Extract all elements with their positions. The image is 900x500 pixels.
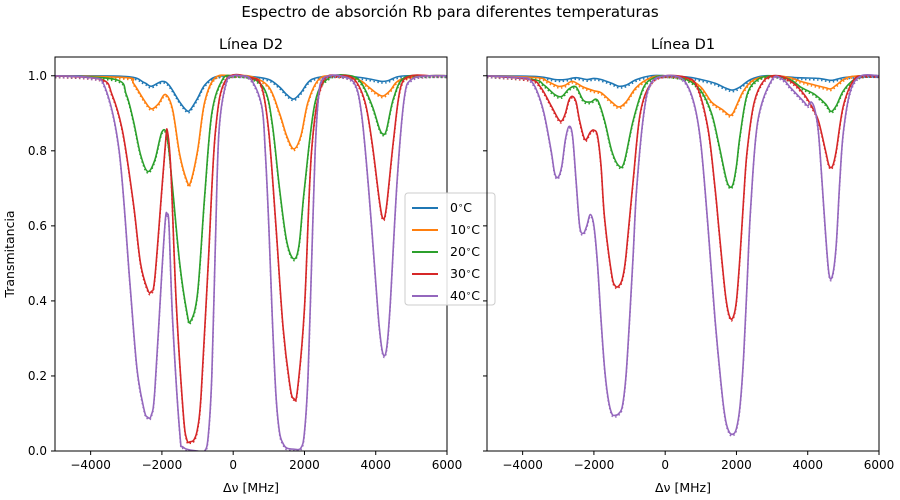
series-measured-20: [487, 76, 879, 190]
x-tick-label: −4000: [70, 458, 111, 472]
y-tick-label: 0.0: [28, 444, 47, 458]
legend-label-0: 0∘C: [450, 200, 472, 215]
panel-title: Línea D2: [219, 37, 283, 53]
x-tick-label: 0: [661, 458, 669, 472]
series-group: [487, 73, 879, 437]
x-tick-label: 6000: [432, 458, 463, 472]
panel-title: Línea D1: [651, 37, 715, 53]
y-tick-label: 1.0: [28, 69, 47, 83]
x-tick-label: −4000: [502, 458, 543, 472]
legend-label-20: 20∘C: [450, 244, 480, 259]
series-measured-30: [55, 75, 447, 445]
panel-1: Línea D2 −4000 −2000 0 2000 4000 6000 0.0 0.2 0.4…: [2, 37, 496, 495]
x-tick-label: 2000: [289, 458, 320, 472]
series-line-30: [55, 73, 447, 444]
series-measured-10: [487, 76, 879, 118]
series-line-10: [55, 74, 447, 187]
x-tick-label: −2000: [574, 458, 615, 472]
series-measured-0: [487, 76, 879, 93]
x-tick-label: 0: [229, 458, 237, 472]
legend-label-40: 40∘C: [450, 288, 480, 303]
series-measured-30: [487, 76, 879, 322]
y-tick-label: 0.2: [28, 369, 47, 383]
series-line-40: [487, 73, 879, 436]
x-tick-label: 2000: [721, 458, 752, 472]
legend-box: [404, 192, 496, 306]
y-tick-label: 0.8: [28, 144, 47, 158]
series-group: [55, 73, 447, 451]
legend-label-10: 10∘C: [450, 222, 480, 237]
x-tick-label: 4000: [792, 458, 823, 472]
y-tick-label: 0.6: [28, 219, 47, 233]
x-tick-label: 4000: [360, 458, 391, 472]
series-line-10: [487, 74, 879, 117]
series-measured-40: [55, 75, 447, 451]
y-axis-label: Transmitancia: [2, 210, 17, 298]
x-tick-label: 6000: [864, 458, 895, 472]
x-axis-label: Δν [MHz]: [223, 480, 279, 495]
x-axis-label: Δν [MHz]: [655, 480, 711, 495]
series-line-40: [55, 74, 447, 451]
legend: 0∘C 10∘C 20∘C 30∘C 40∘C: [404, 192, 496, 306]
figure-title: Espectro de absorción Rb para diferentes…: [241, 3, 658, 21]
y-tick-label: 0.4: [28, 294, 47, 308]
series-line-20: [487, 74, 879, 189]
series-line-0: [487, 74, 879, 91]
axes-frame: [486, 56, 880, 452]
series-line-0: [55, 74, 447, 113]
series-measured-0: [55, 76, 447, 114]
panel-2: Línea D1 −4000 −2000 0 2000 4000 6000 Δν [MHz]: [483, 37, 894, 495]
legend-label-30: 30∘C: [450, 266, 480, 281]
x-tick-label: −2000: [142, 458, 183, 472]
series-line-30: [487, 74, 879, 320]
